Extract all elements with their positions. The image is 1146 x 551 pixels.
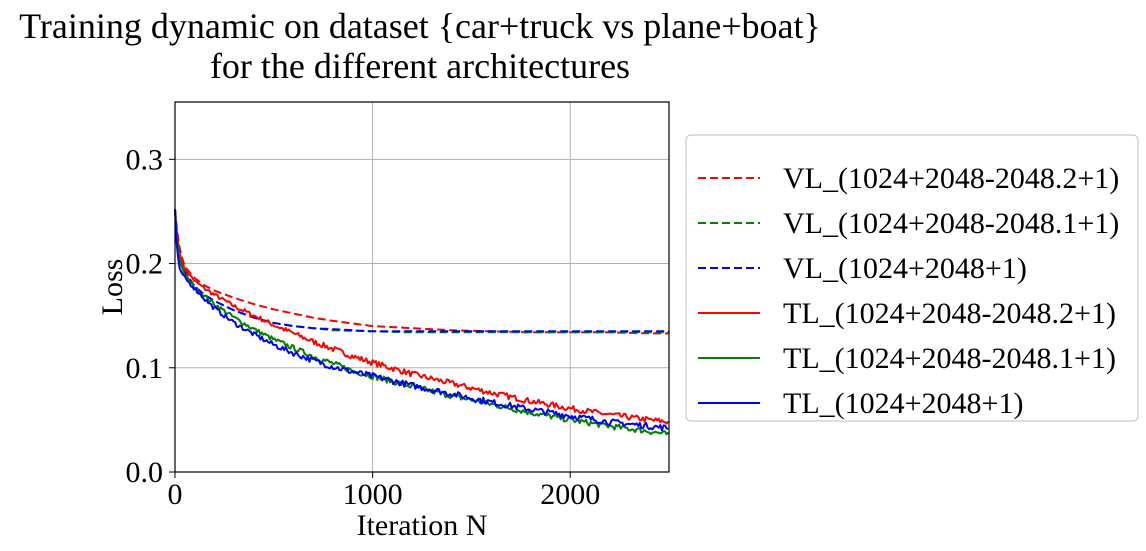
legend-label: TL_(1024+2048-2048.1+1) [783, 342, 1116, 375]
legend-label: VL_(1024+2048+1) [783, 252, 1027, 285]
legend-frame [685, 134, 1139, 422]
x-tick-label: 0 [168, 478, 183, 511]
y-tick-label: 0.0 [126, 456, 164, 489]
series-lines [174, 209, 669, 436]
x-axis-label: Iteration N [357, 509, 488, 542]
series-line-4 [174, 209, 669, 436]
series-line-2 [174, 209, 669, 333]
legend-label: VL_(1024+2048-2048.2+1) [783, 162, 1119, 195]
series-line-3 [174, 209, 669, 425]
series-line-5 [174, 209, 669, 432]
chart-title-line-1: Training dynamic on dataset {car+truck v… [19, 6, 821, 46]
y-tick-label: 0.3 [126, 143, 164, 176]
y-tick-label: 0.1 [126, 352, 164, 385]
series-line-0 [174, 209, 669, 335]
axis-ticks: 0 1000 2000 0.0 0.1 0.2 0.3 [126, 143, 601, 511]
legend-label: TL_(1024+2048+1) [783, 387, 1023, 420]
x-tick-label: 1000 [343, 478, 403, 511]
grid [174, 102, 669, 473]
y-tick-label: 0.2 [126, 248, 164, 281]
legend: VL_(1024+2048-2048.2+1) VL_(1024+2048-204… [685, 134, 1139, 422]
legend-label: TL_(1024+2048-2048.2+1) [783, 297, 1116, 330]
y-axis-label: Loss [96, 259, 129, 316]
x-tick-label: 2000 [540, 478, 600, 511]
chart-title-line-2: for the different architectures [209, 46, 631, 86]
plot-area-frame [174, 101, 670, 473]
legend-label: VL_(1024+2048-2048.1+1) [783, 207, 1119, 240]
